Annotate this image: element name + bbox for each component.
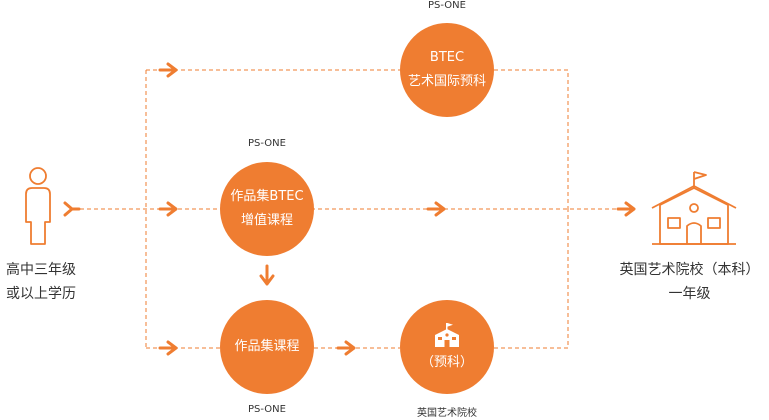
arrow-icon [158, 340, 178, 356]
btec-art-foundation-node: BTEC 艺术国际预科 [400, 23, 494, 117]
arrow-icon [158, 62, 178, 78]
start-label-line1: 高中三年级 [6, 262, 76, 278]
arrow-icon [63, 201, 81, 217]
arrow-down-icon [259, 264, 275, 286]
bottom-route-return-line [494, 209, 569, 349]
end-label: 英国艺术院校（本科） 一年级 [610, 258, 769, 306]
start-label-line2: 或以上学历 [6, 286, 76, 302]
arrow-icon [158, 201, 178, 217]
portfolio-course-line1: 作品集课程 [234, 339, 300, 354]
end-label-line2: 一年级 [668, 286, 711, 302]
portfolio-btec-line2: 增值课程 [240, 213, 293, 228]
arrow-icon [616, 201, 636, 217]
arrow-icon [336, 340, 356, 356]
person-outline-icon [25, 167, 51, 245]
btec-node-line2: 艺术国际预科 [407, 74, 486, 89]
start-label: 高中三年级 或以上学历 [0, 258, 82, 306]
top-route-return-line [494, 69, 569, 209]
art-school-foundation-node: （预科） [400, 300, 494, 394]
portfolio-btec-node: 作品集BTEC 增值课程 [220, 162, 314, 256]
arrow-icon [426, 201, 446, 217]
btec-tag: PS-ONE [428, 0, 466, 11]
end-label-line1: 英国艺术院校（本科） [619, 262, 760, 278]
portfolio-btec-line1: 作品集BTEC [230, 189, 304, 204]
portfolio-course-tag: PS-ONE [248, 404, 286, 415]
foundation-tag: 英国艺术院校 [417, 408, 477, 419]
foundation-node-line1: （预科） [420, 355, 473, 370]
portfolio-btec-tag: PS-ONE [248, 138, 286, 149]
school-building-icon [651, 171, 737, 245]
portfolio-course-node: 作品集课程 [220, 300, 314, 394]
school-building-icon [435, 323, 459, 347]
btec-node-line1: BTEC [429, 50, 465, 65]
